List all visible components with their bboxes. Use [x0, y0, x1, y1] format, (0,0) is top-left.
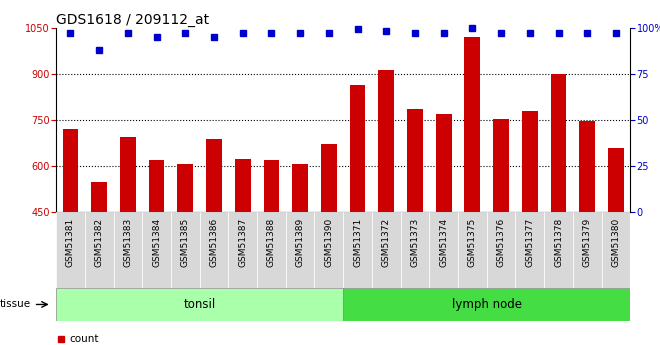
Text: GSM51381: GSM51381 [66, 218, 75, 267]
Bar [84, 212, 114, 288]
Bar [56, 212, 84, 288]
Text: GSM51374: GSM51374 [439, 218, 448, 267]
Text: count: count [69, 334, 99, 344]
Text: GSM51372: GSM51372 [381, 218, 391, 267]
Bar [493, 119, 509, 212]
Text: GSM51378: GSM51378 [554, 218, 563, 267]
Text: GSM51384: GSM51384 [152, 218, 161, 267]
Bar [292, 164, 308, 212]
Bar [343, 288, 630, 321]
Text: GSM51388: GSM51388 [267, 218, 276, 267]
Bar [114, 212, 143, 288]
Bar [148, 160, 164, 212]
Bar [372, 212, 401, 288]
Bar [429, 212, 458, 288]
Bar [321, 145, 337, 212]
Bar [56, 288, 343, 321]
Bar [171, 212, 199, 288]
Bar [228, 212, 257, 288]
Bar [63, 129, 79, 212]
Text: GSM51383: GSM51383 [123, 218, 133, 267]
Bar [314, 212, 343, 288]
Text: GSM51387: GSM51387 [238, 218, 248, 267]
Bar [143, 212, 171, 288]
Text: GSM51375: GSM51375 [468, 218, 477, 267]
Bar [458, 212, 486, 288]
Text: GSM51386: GSM51386 [209, 218, 218, 267]
Bar [436, 114, 451, 212]
Bar [465, 37, 480, 212]
Text: GSM51371: GSM51371 [353, 218, 362, 267]
Text: lymph node: lymph node [451, 298, 522, 311]
Text: GSM51379: GSM51379 [583, 218, 592, 267]
Bar [407, 109, 423, 212]
Bar [378, 70, 394, 212]
Bar [579, 120, 595, 212]
Bar [199, 212, 228, 288]
Bar [178, 164, 193, 212]
Text: GSM51382: GSM51382 [94, 218, 104, 267]
Bar [550, 74, 566, 212]
Bar [515, 212, 544, 288]
Bar [608, 148, 624, 212]
Bar [350, 86, 366, 212]
Bar [522, 111, 538, 212]
Text: tissue: tissue [0, 299, 31, 309]
Bar [573, 212, 602, 288]
Bar [401, 212, 429, 288]
Bar [343, 212, 372, 288]
Bar [257, 212, 286, 288]
Bar [602, 212, 630, 288]
Text: GSM51385: GSM51385 [181, 218, 190, 267]
Bar [286, 212, 314, 288]
Text: GSM51380: GSM51380 [611, 218, 620, 267]
Bar [235, 159, 251, 212]
Text: GDS1618 / 209112_at: GDS1618 / 209112_at [56, 12, 209, 27]
Text: GSM51389: GSM51389 [296, 218, 305, 267]
Text: GSM51377: GSM51377 [525, 218, 535, 267]
Bar [263, 160, 279, 212]
Text: tonsil: tonsil [183, 298, 216, 311]
Bar [120, 137, 136, 212]
Bar [486, 212, 515, 288]
Bar [91, 182, 107, 212]
Bar [544, 212, 573, 288]
Text: GSM51376: GSM51376 [496, 218, 506, 267]
Bar [206, 139, 222, 212]
Text: GSM51373: GSM51373 [411, 218, 420, 267]
Text: GSM51390: GSM51390 [324, 218, 333, 267]
